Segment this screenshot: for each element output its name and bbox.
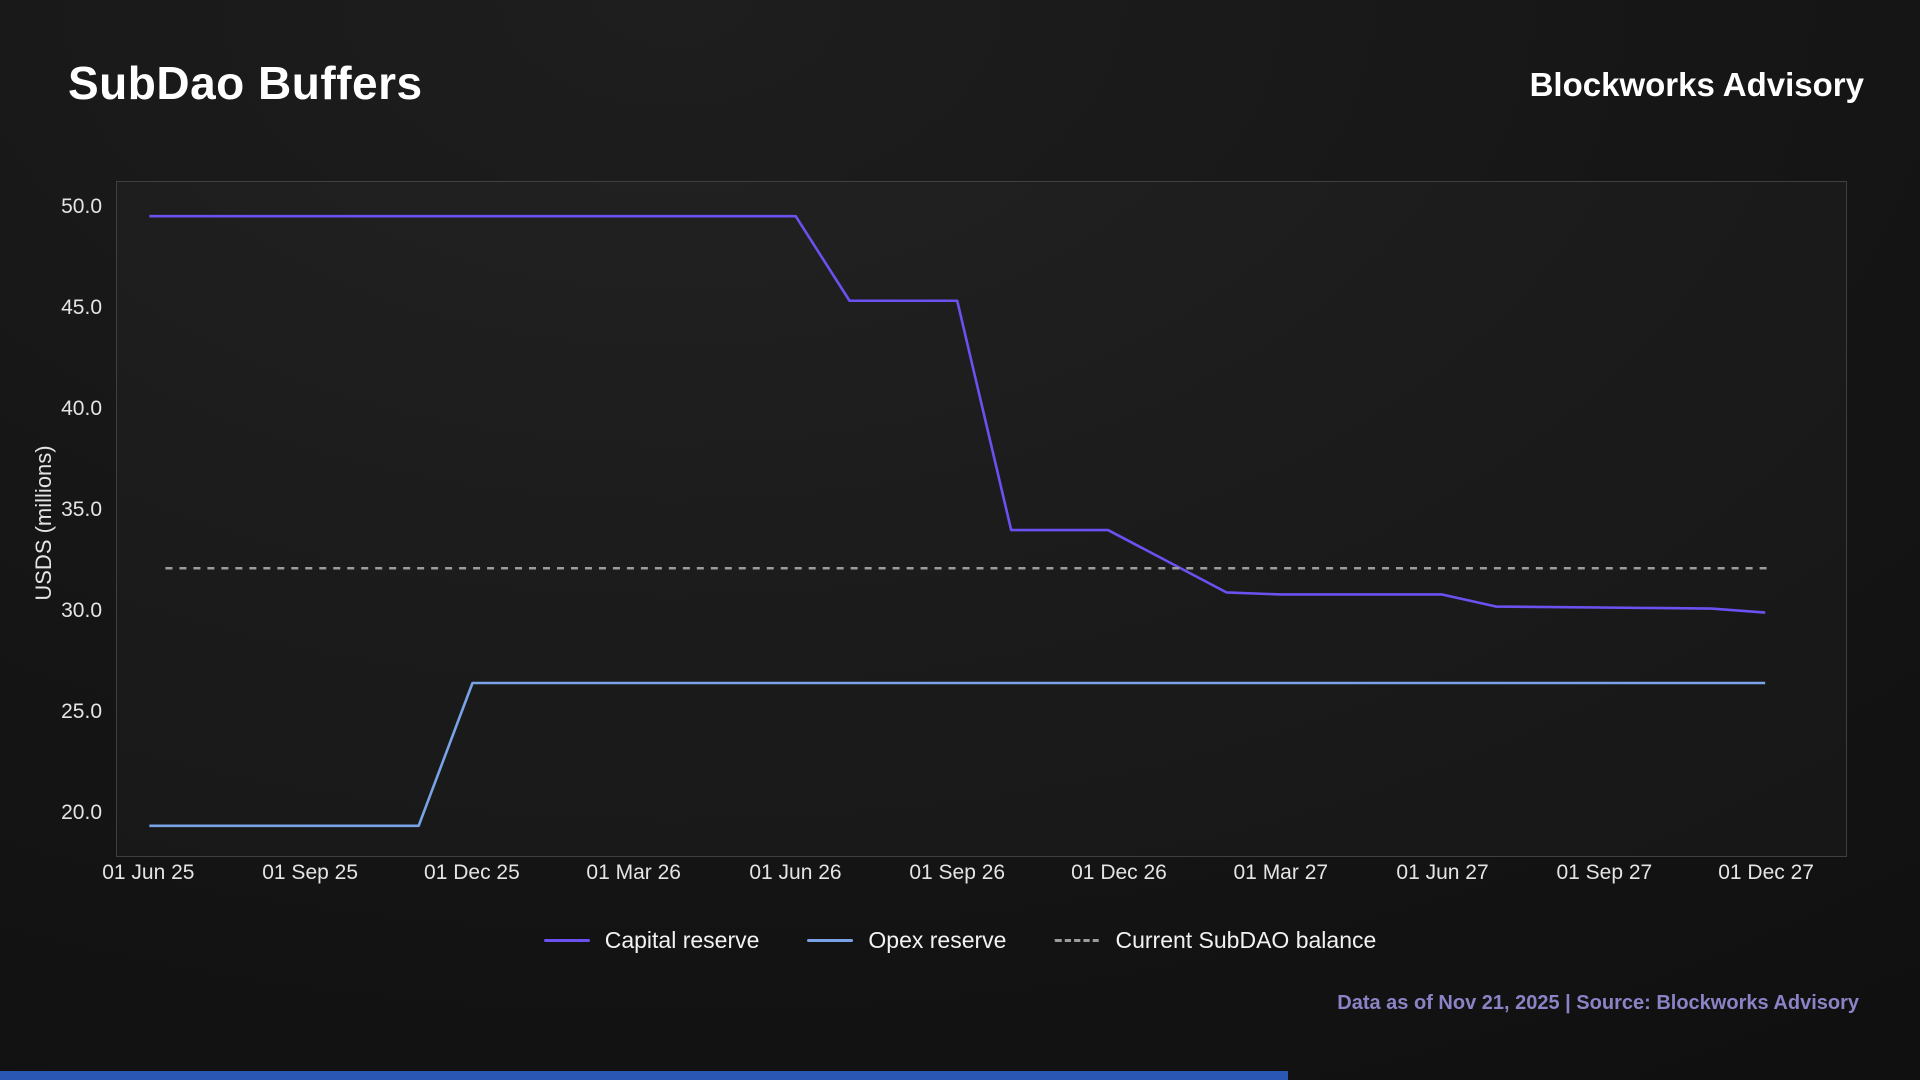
series-line-capital-reserve [149,214,1766,614]
chart-canvas [149,214,1771,828]
y-tick-label: 45.0 [61,296,102,320]
legend-label: Opex reserve [868,927,1007,953]
x-tick-label: 01 Dec 26 [1071,861,1167,884]
source-note: Data as of Nov 21, 2025 | Source: Blockw… [1337,992,1859,1014]
legend-item-current-subdao-balance: Current SubDAO balance [1054,927,1376,954]
legend: Capital reserve Opex reserve Current SubDA… [0,927,1920,954]
y-tick-label: 35.0 [61,497,102,521]
legend-item-opex-reserve: Opex reserve [807,927,1006,954]
legend-label: Current SubDAO balance [1115,927,1377,953]
y-tick-label: 40.0 [61,397,102,421]
legend-swatch-icon [807,939,854,942]
legend-label: Capital reserve [604,927,760,953]
x-tick-label: 01 Sep 25 [262,861,359,884]
x-tick-label: 01 Sep 27 [1556,861,1653,884]
x-tick-label: 01 Dec 25 [424,861,520,884]
legend-swatch-icon [543,939,590,942]
y-tick-label: 30.0 [61,598,102,622]
y-axis-label: USDS (millions) [31,445,56,601]
legend-item-capital-reserve: Capital reserve [543,927,760,954]
page-title: SubDao Buffers [68,57,423,109]
brand-title: Blockworks Advisory [1529,66,1864,103]
x-tick-label: 01 Sep 26 [909,861,1006,884]
y-tick-label: 25.0 [61,699,102,723]
plot-area [116,181,1847,857]
x-tick-label: 01 Mar 27 [1233,861,1329,884]
legend-swatch-icon [1054,939,1101,942]
x-tick-label: 01 Jun 26 [749,861,842,884]
bottom-accent-bar [0,1071,1288,1080]
y-tick-label: 50.0 [61,195,102,219]
x-tick-label: 01 Dec 27 [1718,861,1814,884]
x-tick-label: 01 Jun 25 [102,861,195,884]
series-line-opex-reserve [149,681,1766,828]
x-tick-label: 01 Mar 26 [586,861,681,884]
x-tick-label: 01 Jun 27 [1396,861,1489,884]
y-tick-label: 20.0 [61,800,102,824]
